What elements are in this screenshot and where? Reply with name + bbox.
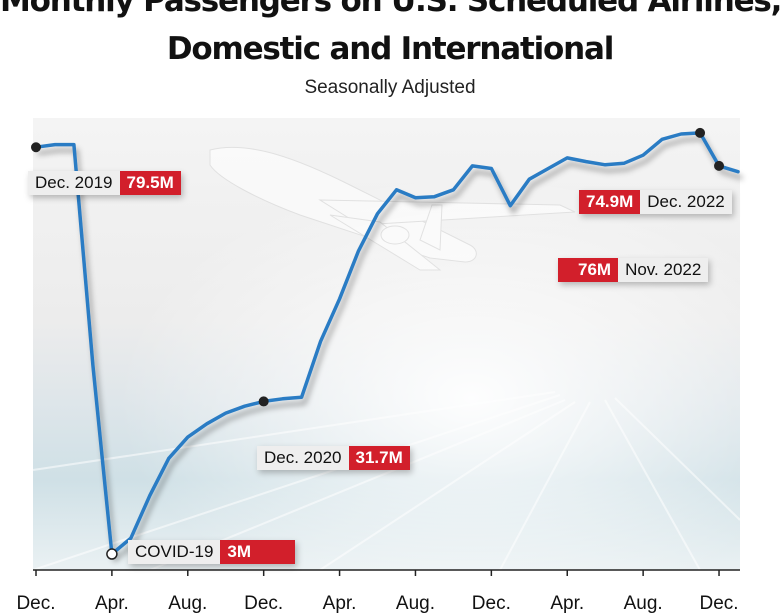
x-axis-tick-labels: Dec. Apr. Aug. Dec. Apr. Aug. Dec. Apr. Aug. Dec. <box>16 593 738 614</box>
x-axis-ticks <box>35 570 720 576</box>
callout-date: Dec. 2020 <box>257 446 349 470</box>
callout-value: 74.9M <box>579 190 641 214</box>
callout-dec-2022: 74.9M Dec. 2022 <box>579 190 732 214</box>
callout-date: Dec. 2022 <box>640 190 732 214</box>
x-tick-label: Aug. <box>168 593 207 614</box>
callout-value: 76M <box>558 258 619 282</box>
chart-title-line-1: Monthly Passengers on U.S. Scheduled Air… <box>0 0 780 19</box>
x-tick-label: Dec. <box>472 593 511 614</box>
callout-value: 79.5M <box>119 171 181 195</box>
marker-dec-2020 <box>258 396 269 407</box>
callout-covid-19: COVID-19 3M <box>128 540 296 564</box>
chart-subtitle: Seasonally Adjusted <box>304 77 476 98</box>
x-tick-label: Aug. <box>396 593 435 614</box>
x-tick-label: Dec. <box>699 593 738 614</box>
x-tick-label: Aug. <box>624 593 663 614</box>
callout-date: COVID-19 <box>128 540 221 564</box>
x-tick-label: Apr. <box>323 593 357 614</box>
x-tick-label: Dec. <box>244 593 283 614</box>
x-tick-label: Apr. <box>550 593 584 614</box>
callout-nov-2022: 76M Nov. 2022 <box>558 258 709 282</box>
callout-value: 3M <box>220 540 296 564</box>
callout-value: 31.7M <box>348 446 410 470</box>
x-tick-label: Apr. <box>95 593 129 614</box>
series-line-monthly-passengers <box>34 131 740 556</box>
marker-dec-2022 <box>714 160 725 171</box>
x-tick-label: Dec. <box>16 593 55 614</box>
chart-title-line-2: Domestic and International <box>166 31 614 67</box>
callout-dec-2020: Dec. 2020 31.7M <box>257 446 410 470</box>
callout-dec-2019: Dec. 2019 79.5M <box>28 171 181 195</box>
annotation-markers <box>31 127 725 560</box>
marker-covid-19 <box>106 548 118 560</box>
callout-date: Nov. 2022 <box>618 258 709 282</box>
marker-dec-2019 <box>31 142 41 153</box>
marker-nov-2022 <box>695 127 706 138</box>
callout-date: Dec. 2019 <box>28 171 120 195</box>
